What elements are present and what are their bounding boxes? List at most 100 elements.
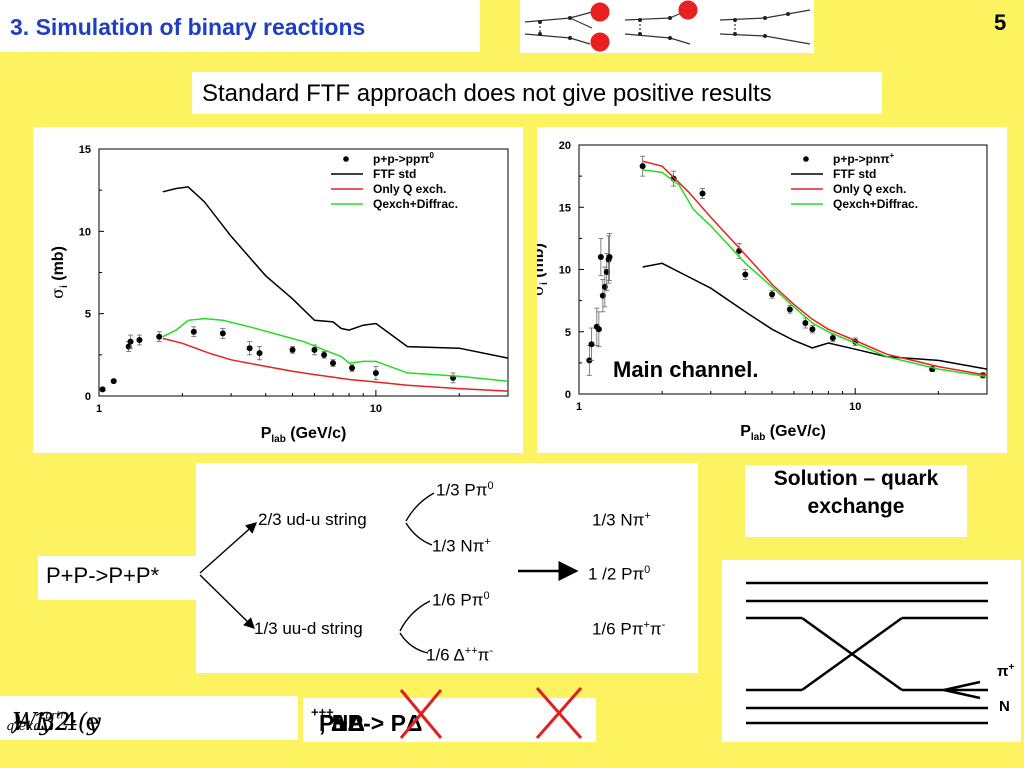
cross-out-marks: [399, 687, 583, 739]
top-out-2: 1/3 Nπ+: [432, 536, 491, 556]
data-point: [595, 326, 602, 333]
data-point: [809, 326, 816, 333]
branch-bottom-label: 1/3 uu-d string: [254, 619, 363, 638]
result-1: 1/3 Nπ+: [592, 510, 651, 530]
data-point: [136, 337, 143, 344]
page-title: 3. Simulation of binary reactions: [10, 14, 366, 40]
data-point: [597, 254, 604, 261]
reaction-label: P+P->P+P*: [46, 563, 160, 588]
y-axis-label: σi (mb): [537, 243, 550, 296]
y-tick-label: 20: [559, 140, 571, 152]
data-point: [321, 351, 328, 358]
subtitle-box: Standard FTF approach does not give posi…: [192, 72, 882, 114]
x-axis-label: Plab (GeV/c): [261, 425, 347, 445]
legend-label: Only Q exch.: [833, 182, 906, 196]
chart-pp-pnpi-plus: 0 5 10 15 20 1 10 Plab (GeV/c) σi (mb) p+p->pnπ+F…: [528, 127, 1007, 453]
chart-pp-pppi0-plot: 0 5 10 15 1 10 Plab (GeV/c) σi (mb) p+p->ppπ0FTF…: [48, 144, 509, 445]
data-point: [311, 346, 318, 353]
data-point: [599, 292, 606, 299]
data-point: [99, 386, 106, 393]
data-point: [829, 334, 836, 341]
excluded-channels-text: P+P-> PΔ +, NΔ ++, ΔΔ: [311, 704, 423, 736]
solution-line-1: Solution – quark: [773, 467, 939, 490]
n-label: N: [999, 698, 1010, 715]
solution-box: Solution – quark exchange: [745, 465, 967, 537]
data-point: [246, 345, 253, 352]
annotation-bg: [609, 357, 805, 385]
legend-label: Qexch+Diffrac.: [833, 197, 918, 211]
data-point: [606, 254, 613, 261]
data-point: [156, 333, 163, 340]
series-line: [642, 169, 988, 378]
legend-label: p+p->pnπ+: [833, 151, 895, 166]
y-axis-label: σi (mb): [48, 246, 70, 299]
title-box: 3. Simulation of binary reactions: [0, 0, 480, 52]
legend-label: FTF std: [373, 167, 416, 181]
data-point: [349, 365, 356, 372]
plot-frame: [98, 148, 509, 397]
y-tick-label: 15: [79, 144, 91, 156]
page-number: 5: [994, 10, 1007, 35]
data-point: [190, 328, 197, 335]
series-line: [642, 262, 988, 370]
quark-lines: [746, 581, 988, 725]
pi-plus-label: π+: [997, 662, 1015, 680]
y-tick-label: 5: [565, 327, 571, 339]
data-point: [372, 369, 379, 376]
chart-pp-pnpi-plus-plot: 0 5 10 15 20 1 10 Plab (GeV/c) σi (mb) p+p->pnπ+F…: [528, 140, 988, 443]
data-point: [769, 291, 776, 298]
reaction-box: P+P->P+P*: [38, 556, 198, 600]
branch-top-label: 2/3 ud-u string: [258, 510, 367, 529]
result-2: 1 /2 Pπ0: [588, 564, 651, 584]
series-line: [162, 337, 509, 392]
legend-label: p+p->ppπ0: [373, 151, 435, 166]
quark-exchange-diagram: π+ N: [722, 560, 1021, 742]
result-3: 1/6 Pπ+π-: [592, 619, 666, 639]
main-channel-annotation: Main channel.: [613, 357, 758, 382]
data-point: [639, 163, 646, 170]
y-tick-label: 0: [565, 389, 571, 401]
data-point: [329, 360, 336, 367]
y-tick-label: 5: [85, 309, 91, 321]
y-tick-label: 0: [85, 391, 91, 403]
x-tick-label: 1: [96, 403, 102, 415]
series-line: [162, 317, 509, 382]
x-axis-label: Plab (GeV/c): [740, 423, 826, 443]
data-point: [588, 341, 595, 348]
legend-label: Qexch+Diffrac.: [373, 197, 458, 211]
legend-marker: [803, 156, 809, 162]
data-point: [127, 338, 134, 345]
subtitle-text: Standard FTF approach does not give posi…: [202, 80, 772, 107]
y-tick-label: 10: [559, 265, 571, 277]
data-point: [601, 283, 608, 290]
bottom-out-2: 1/6 Δ++π-: [426, 645, 494, 665]
branching-arrows: [199, 492, 579, 654]
data-point: [289, 346, 296, 353]
excluded-channels-box: P+P-> PΔ +, NΔ ++, ΔΔ: [303, 687, 596, 742]
reaction-thumbnail-diagrams: [524, 0, 811, 52]
data-point: [110, 378, 117, 385]
bottom-out-1: 1/6 Pπ0: [432, 590, 490, 610]
x-tick-label: 10: [370, 403, 382, 415]
data-point: [256, 350, 263, 357]
legend-label: Only Q exch.: [373, 182, 446, 196]
legend-label: FTF std: [833, 167, 876, 181]
reaction-thumbnails: [520, 0, 814, 53]
y-tick-label: 10: [79, 226, 91, 238]
data-point: [786, 306, 793, 313]
series-line: [642, 160, 988, 377]
data-point: [219, 330, 226, 337]
data-point: [802, 320, 809, 327]
solution-line-2: exchange: [807, 495, 905, 518]
data-point: [742, 271, 749, 278]
chart-pp-pppi0: 0 5 10 15 1 10 Plab (GeV/c) σi (mb) p+p->ppπ0 FTF…: [33, 127, 523, 453]
y-tick-label: 15: [559, 202, 571, 214]
x-tick-label: 10: [849, 401, 861, 413]
top-out-1: 1/3 Pπ0: [436, 480, 494, 500]
x-tick-label: 1: [576, 401, 582, 413]
branching-diagram: 2/3 ud-u string 1/3 uu-d string 1/3 Pπ0 …: [196, 463, 698, 673]
legend-marker: [343, 156, 349, 162]
series-line: [162, 186, 509, 359]
